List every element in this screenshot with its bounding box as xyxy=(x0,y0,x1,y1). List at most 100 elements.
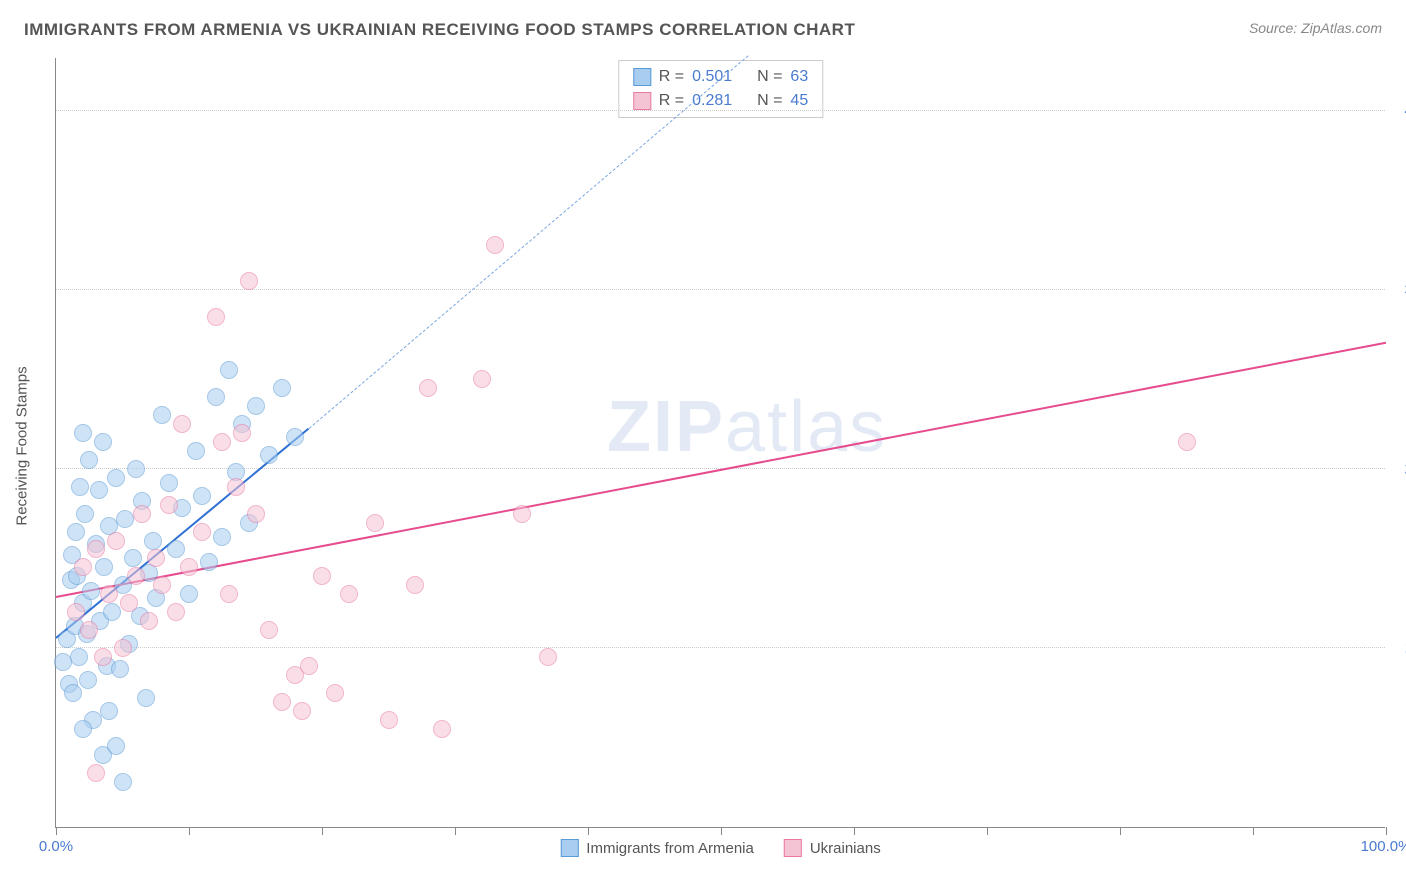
data-point-ukraine xyxy=(513,505,531,523)
data-point-ukraine xyxy=(273,693,291,711)
data-point-ukraine xyxy=(300,657,318,675)
x-tick xyxy=(721,827,722,835)
data-point-ukraine xyxy=(313,567,331,585)
gridline xyxy=(56,647,1385,648)
x-tick xyxy=(1253,827,1254,835)
data-point-armenia xyxy=(103,603,121,621)
data-point-armenia xyxy=(94,433,112,451)
data-point-ukraine xyxy=(220,585,238,603)
x-tick xyxy=(1120,827,1121,835)
watermark: ZIPatlas xyxy=(607,386,887,468)
data-point-ukraine xyxy=(247,505,265,523)
data-point-armenia xyxy=(82,582,100,600)
data-point-ukraine xyxy=(213,433,231,451)
data-point-ukraine xyxy=(260,621,278,639)
data-point-armenia xyxy=(187,442,205,460)
x-tick xyxy=(189,827,190,835)
data-point-armenia xyxy=(70,648,88,666)
data-point-ukraine xyxy=(140,612,158,630)
data-point-armenia xyxy=(127,460,145,478)
data-point-armenia xyxy=(71,478,89,496)
bottom-legend: Immigrants from Armenia Ukrainians xyxy=(560,839,880,857)
data-point-armenia xyxy=(74,720,92,738)
data-point-armenia xyxy=(111,660,129,678)
data-point-ukraine xyxy=(227,478,245,496)
n-label: N = xyxy=(757,65,782,89)
data-point-armenia xyxy=(107,469,125,487)
data-point-ukraine xyxy=(94,648,112,666)
source-label: Source: ZipAtlas.com xyxy=(1249,20,1382,36)
data-point-ukraine xyxy=(67,603,85,621)
data-point-ukraine xyxy=(80,621,98,639)
x-tick xyxy=(987,827,988,835)
data-point-ukraine xyxy=(120,594,138,612)
data-point-ukraine xyxy=(114,639,132,657)
x-tick xyxy=(455,827,456,835)
swatch-armenia xyxy=(633,68,651,86)
data-point-armenia xyxy=(137,689,155,707)
data-point-ukraine xyxy=(293,702,311,720)
data-point-ukraine xyxy=(133,505,151,523)
data-point-ukraine xyxy=(340,585,358,603)
trend-line xyxy=(308,56,748,429)
data-point-armenia xyxy=(286,428,304,446)
data-point-armenia xyxy=(193,487,211,505)
y-axis-title: Receiving Food Stamps xyxy=(14,366,31,525)
data-point-armenia xyxy=(247,397,265,415)
data-point-ukraine xyxy=(180,558,198,576)
data-point-ukraine xyxy=(406,576,424,594)
data-point-ukraine xyxy=(486,236,504,254)
data-point-armenia xyxy=(80,451,98,469)
gridline xyxy=(56,110,1385,111)
legend-swatch-armenia xyxy=(560,839,578,857)
data-point-armenia xyxy=(100,702,118,720)
data-point-ukraine xyxy=(127,567,145,585)
legend-item-armenia: Immigrants from Armenia xyxy=(560,839,754,857)
data-point-armenia xyxy=(213,528,231,546)
data-point-armenia xyxy=(160,474,178,492)
data-point-ukraine xyxy=(240,272,258,290)
data-point-ukraine xyxy=(100,585,118,603)
data-point-armenia xyxy=(76,505,94,523)
legend-label-armenia: Immigrants from Armenia xyxy=(586,840,754,857)
data-point-armenia xyxy=(64,684,82,702)
data-point-armenia xyxy=(116,510,134,528)
data-point-ukraine xyxy=(87,540,105,558)
data-point-ukraine xyxy=(153,576,171,594)
data-point-ukraine xyxy=(380,711,398,729)
x-tick-label: 0.0% xyxy=(39,838,73,855)
data-point-armenia xyxy=(79,671,97,689)
data-point-ukraine xyxy=(473,370,491,388)
data-point-armenia xyxy=(67,523,85,541)
data-point-armenia xyxy=(180,585,198,603)
data-point-ukraine xyxy=(1178,433,1196,451)
legend-label-ukraine: Ukrainians xyxy=(810,840,881,857)
x-tick xyxy=(588,827,589,835)
data-point-armenia xyxy=(207,388,225,406)
x-tick xyxy=(1386,827,1387,835)
x-tick xyxy=(56,827,57,835)
data-point-armenia xyxy=(114,773,132,791)
swatch-ukraine xyxy=(633,92,651,110)
x-tick xyxy=(854,827,855,835)
data-point-ukraine xyxy=(207,308,225,326)
data-point-ukraine xyxy=(74,558,92,576)
legend-swatch-ukraine xyxy=(784,839,802,857)
scatter-chart: ZIPatlas R = 0.501 N = 63 R = 0.281 N = … xyxy=(55,58,1385,828)
data-point-armenia xyxy=(220,361,238,379)
x-tick-label: 100.0% xyxy=(1361,838,1406,855)
data-point-ukraine xyxy=(160,496,178,514)
r-label: R = xyxy=(659,65,684,89)
data-point-armenia xyxy=(107,737,125,755)
data-point-armenia xyxy=(153,406,171,424)
data-point-armenia xyxy=(144,532,162,550)
data-point-armenia xyxy=(74,424,92,442)
data-point-ukraine xyxy=(147,549,165,567)
data-point-armenia xyxy=(260,446,278,464)
x-tick xyxy=(322,827,323,835)
n-value-armenia: 63 xyxy=(790,65,808,89)
data-point-ukraine xyxy=(419,379,437,397)
data-point-armenia xyxy=(95,558,113,576)
data-point-ukraine xyxy=(233,424,251,442)
data-point-ukraine xyxy=(433,720,451,738)
